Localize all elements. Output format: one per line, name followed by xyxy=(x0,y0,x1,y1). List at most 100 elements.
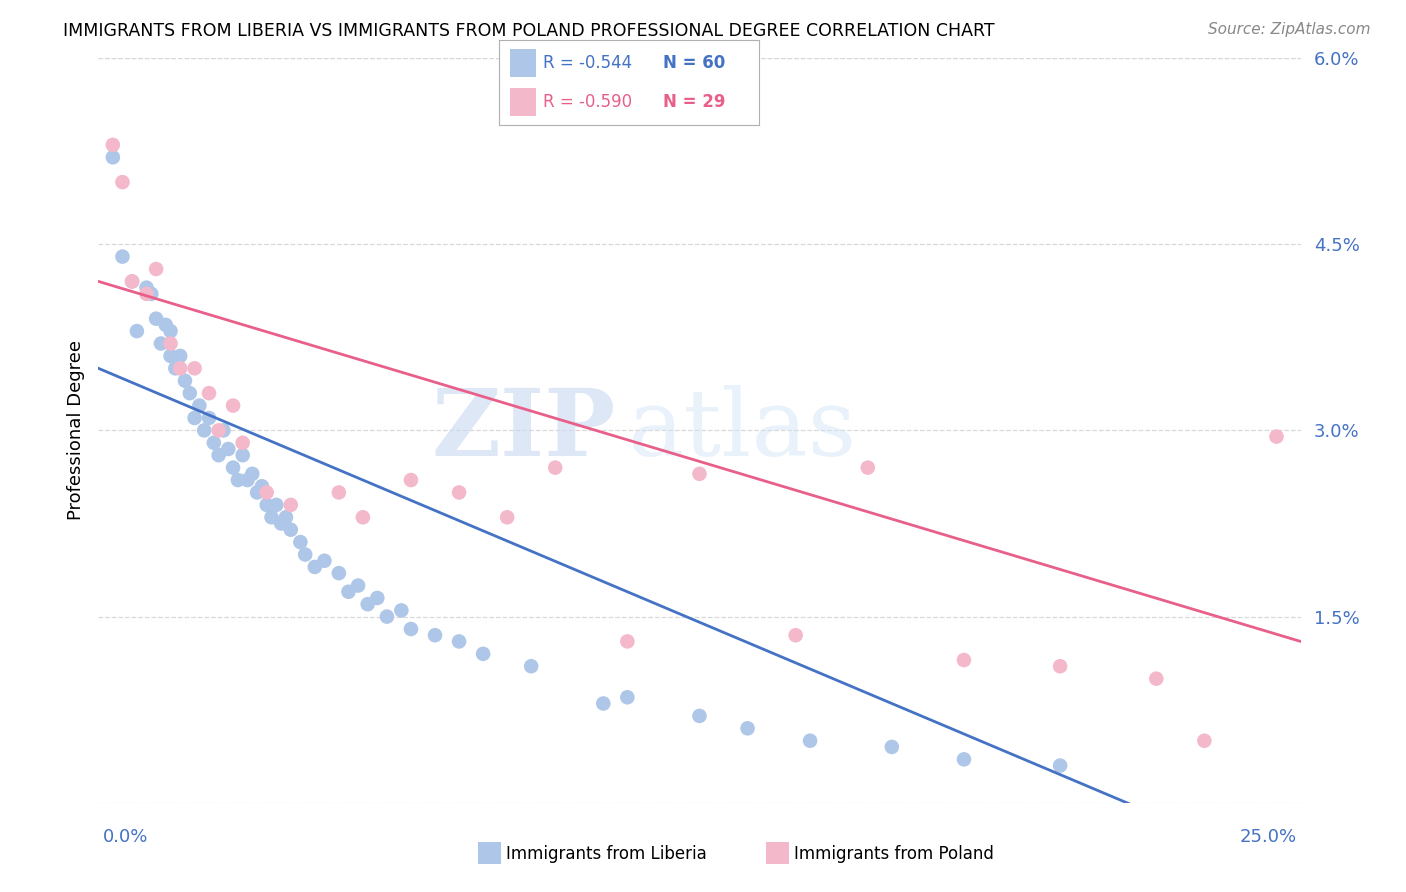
Point xyxy=(202,435,225,450)
Point xyxy=(304,560,326,574)
Point xyxy=(337,584,360,599)
Point xyxy=(246,485,269,500)
Point xyxy=(121,274,143,288)
Point xyxy=(280,523,302,537)
Point xyxy=(294,548,316,562)
Point xyxy=(121,274,143,288)
Point xyxy=(399,622,422,636)
Point xyxy=(1049,758,1071,772)
Point xyxy=(447,634,470,648)
Point xyxy=(856,460,879,475)
Text: 0.0%: 0.0% xyxy=(103,828,148,846)
Point xyxy=(208,424,231,438)
Point xyxy=(389,603,412,617)
Point xyxy=(111,175,134,189)
Point xyxy=(155,318,177,332)
Text: ZIP: ZIP xyxy=(432,385,616,475)
Point xyxy=(125,324,148,338)
Point xyxy=(149,336,172,351)
Point xyxy=(165,361,187,376)
Point xyxy=(352,510,374,524)
Point xyxy=(179,386,201,401)
Point xyxy=(1144,672,1167,686)
Point xyxy=(101,150,124,164)
Point xyxy=(198,386,221,401)
Point xyxy=(256,498,278,512)
Text: R = -0.544: R = -0.544 xyxy=(543,54,633,72)
Point xyxy=(250,479,273,493)
Point xyxy=(496,510,519,524)
Point xyxy=(447,485,470,500)
Point xyxy=(366,591,388,605)
Point xyxy=(520,659,543,673)
FancyBboxPatch shape xyxy=(509,87,536,116)
Point xyxy=(135,286,157,301)
Point xyxy=(880,739,903,754)
Point xyxy=(1049,659,1071,673)
Point xyxy=(472,647,495,661)
Point xyxy=(226,473,249,487)
Point xyxy=(953,752,976,766)
Point xyxy=(314,554,336,568)
Point xyxy=(688,709,710,723)
Point xyxy=(328,485,350,500)
Point xyxy=(270,516,292,531)
Point xyxy=(208,448,231,462)
Point xyxy=(174,374,197,388)
Point xyxy=(141,286,163,301)
Point xyxy=(799,733,821,747)
Point xyxy=(217,442,239,456)
Point xyxy=(222,399,245,413)
FancyBboxPatch shape xyxy=(509,49,536,78)
Point xyxy=(193,424,215,438)
Text: Immigrants from Liberia: Immigrants from Liberia xyxy=(506,845,707,863)
Point xyxy=(256,485,278,500)
Point xyxy=(1265,429,1288,443)
Point xyxy=(232,435,254,450)
Text: atlas: atlas xyxy=(627,385,856,475)
Point xyxy=(159,336,181,351)
Text: Source: ZipAtlas.com: Source: ZipAtlas.com xyxy=(1208,22,1371,37)
Text: N = 60: N = 60 xyxy=(664,54,725,72)
Point xyxy=(145,311,167,326)
Point xyxy=(159,349,181,363)
Point xyxy=(135,280,157,294)
Point xyxy=(159,324,181,338)
Point xyxy=(232,448,254,462)
Point xyxy=(785,628,807,642)
Point xyxy=(222,460,245,475)
Point xyxy=(111,250,134,264)
Point xyxy=(357,597,380,611)
Point xyxy=(280,498,302,512)
Point xyxy=(183,411,205,425)
Point xyxy=(375,609,398,624)
Point xyxy=(212,424,235,438)
Point xyxy=(274,510,297,524)
Point xyxy=(169,361,191,376)
Point xyxy=(290,535,312,549)
Text: IMMIGRANTS FROM LIBERIA VS IMMIGRANTS FROM POLAND PROFESSIONAL DEGREE CORRELATIO: IMMIGRANTS FROM LIBERIA VS IMMIGRANTS FR… xyxy=(63,22,995,40)
Point xyxy=(592,697,614,711)
Point xyxy=(236,473,259,487)
Point xyxy=(953,653,976,667)
Point xyxy=(688,467,710,481)
Point xyxy=(423,628,446,642)
Point xyxy=(240,467,263,481)
Point xyxy=(266,498,288,512)
Point xyxy=(737,721,759,735)
Point xyxy=(101,137,124,152)
Point xyxy=(399,473,422,487)
Text: N = 29: N = 29 xyxy=(664,93,725,111)
Text: Immigrants from Poland: Immigrants from Poland xyxy=(794,845,994,863)
Point xyxy=(544,460,567,475)
Point xyxy=(616,634,638,648)
Point xyxy=(616,690,638,705)
Y-axis label: Professional Degree: Professional Degree xyxy=(66,341,84,520)
Point xyxy=(198,411,221,425)
Point xyxy=(188,399,211,413)
Text: R = -0.590: R = -0.590 xyxy=(543,93,633,111)
Point xyxy=(169,349,191,363)
Point xyxy=(145,262,167,277)
Point xyxy=(1194,733,1216,747)
Point xyxy=(183,361,205,376)
